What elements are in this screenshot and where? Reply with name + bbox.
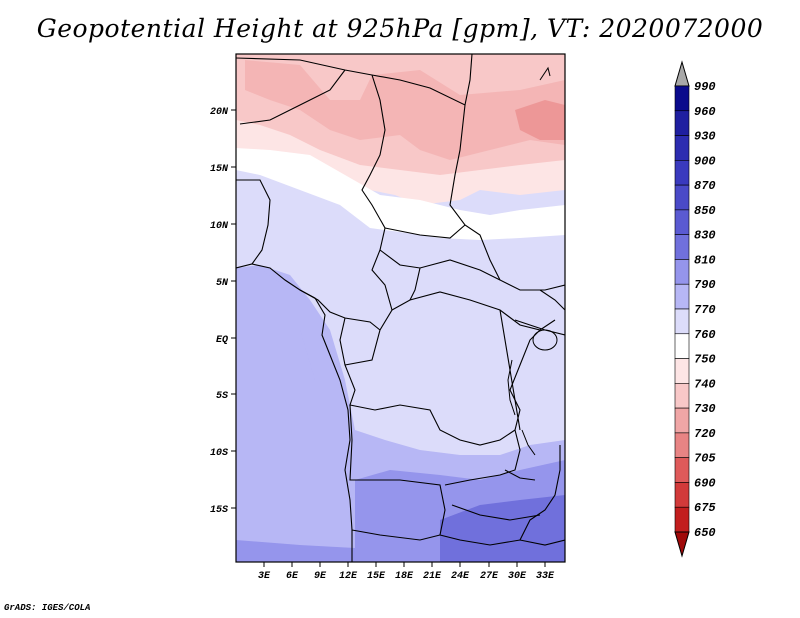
- lon-axis: 3E 6E 9E 12E 15E 18E 21E 24E 27E 30E 33E: [258, 562, 555, 582]
- colorbar-label: 930: [694, 130, 716, 144]
- colorbar-swatch: [674, 358, 690, 384]
- colorbar-label: 750: [694, 353, 716, 367]
- chart-title: Geopotential Height at 925hPa [gpm], VT:…: [36, 14, 764, 43]
- lat-label: 20N: [210, 107, 229, 118]
- lon-label: 6E: [286, 571, 299, 582]
- colorbar-swatch: [674, 259, 690, 285]
- colorbar-swatch: [674, 209, 690, 235]
- lon-label: 24E: [451, 571, 470, 582]
- colorbar-label: 830: [694, 229, 716, 243]
- colorbar-swatch: [674, 457, 690, 483]
- map-field: [236, 54, 565, 562]
- colorbar-label: 770: [694, 303, 716, 317]
- map-frame: [235, 53, 566, 563]
- colorbar-label: 760: [694, 328, 716, 342]
- colorbar-top-arrow: [674, 60, 690, 87]
- grads-credit: GrADS: IGES/COLA: [4, 603, 91, 613]
- colorbar-label: 675: [694, 501, 716, 515]
- colorbar-label: 730: [694, 402, 716, 416]
- colorbar-swatch: [674, 432, 690, 458]
- colorbar-swatch: [674, 135, 690, 161]
- colorbar-swatch: [674, 333, 690, 359]
- colorbar-label: 990: [694, 80, 716, 94]
- colorbar-label: 960: [694, 105, 716, 119]
- lon-label: 12E: [339, 571, 358, 582]
- colorbar-label: 690: [694, 476, 716, 490]
- colorbar-label: 850: [694, 204, 716, 218]
- colorbar-swatch: [674, 407, 690, 434]
- lat-label: 10S: [210, 448, 228, 459]
- colorbar-swatch: [674, 308, 690, 335]
- lat-label: 15S: [210, 505, 228, 516]
- colorbar-label: 870: [694, 179, 716, 193]
- lon-label: 27E: [480, 571, 499, 582]
- lakes: [507, 66, 558, 456]
- colorbar-swatch: [674, 383, 690, 409]
- lat-label: 5N: [216, 278, 229, 289]
- colorbar-swatch: [674, 482, 690, 508]
- lon-label: 3E: [258, 571, 271, 582]
- lat-label: 15N: [210, 164, 229, 175]
- lon-label: 30E: [508, 571, 527, 582]
- colorbar-label: 650: [694, 526, 716, 540]
- colorbar-swatch: [674, 160, 690, 186]
- colorbar-label: 900: [694, 154, 716, 168]
- lon-label: 15E: [367, 571, 386, 582]
- lon-label: 33E: [536, 571, 555, 582]
- colorbar-bottom-arrow: [674, 531, 690, 558]
- colorbar-label: 740: [694, 377, 716, 391]
- colorbar-swatch: [674, 184, 690, 211]
- colorbar-swatch: [674, 85, 690, 112]
- colorbar-label: 810: [694, 253, 716, 267]
- lat-axis: 20N 15N 10N 5N EQ 5S 10S 15S: [210, 107, 236, 516]
- colorbar-swatch: [674, 234, 690, 260]
- colorbar-swatch: [674, 283, 690, 310]
- lon-label: 9E: [314, 571, 327, 582]
- colorbar-swatch: [674, 110, 690, 136]
- colorbar-swatch: [674, 506, 690, 533]
- lat-label: 10N: [210, 221, 229, 232]
- lat-label: EQ: [216, 335, 228, 346]
- colorbar-label: 705: [694, 452, 716, 466]
- lat-label: 5S: [216, 391, 228, 402]
- colorbar-label: 720: [694, 427, 716, 441]
- lon-label: 21E: [423, 571, 442, 582]
- lon-label: 18E: [395, 571, 414, 582]
- country-borders: [236, 54, 565, 562]
- colorbar-label: 790: [694, 278, 716, 292]
- colorbar: 990 960 930 900 870 850 830 810 790 770 760 750 740 7…: [674, 60, 716, 558]
